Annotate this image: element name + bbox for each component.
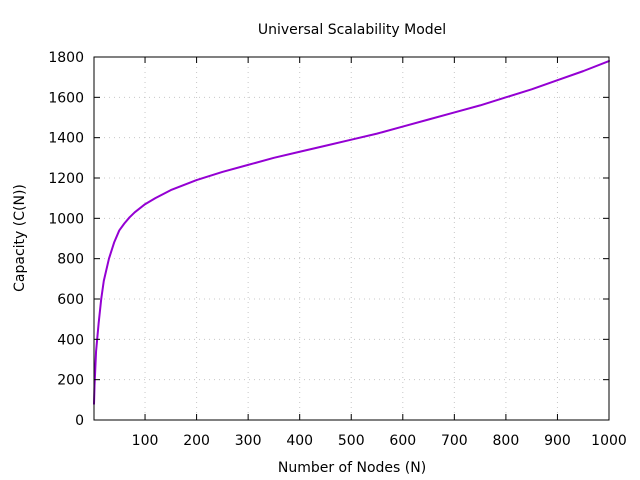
x-tick-label: 800 bbox=[493, 433, 520, 449]
chart-title: Universal Scalability Model bbox=[258, 22, 446, 38]
x-tick-label: 700 bbox=[441, 433, 468, 449]
x-axis: 100 200 300 400 500 600 700 800 900 1000 bbox=[132, 57, 627, 449]
x-axis-label: Number of Nodes (N) bbox=[278, 460, 426, 476]
y-tick-label: 800 bbox=[57, 252, 84, 268]
x-tick-label: 500 bbox=[338, 433, 365, 449]
y-tick-label: 1800 bbox=[48, 50, 84, 66]
series-line-0 bbox=[93, 60, 610, 405]
y-tick-label: 200 bbox=[57, 373, 84, 389]
y-tick-label: 1000 bbox=[48, 211, 84, 227]
x-tick-label: 200 bbox=[183, 433, 210, 449]
y-axis: 0 200 400 600 800 1000 1200 1400 1600 1800 bbox=[48, 50, 609, 429]
plot-frame bbox=[93, 56, 610, 421]
y-tick-label: 1200 bbox=[48, 171, 84, 187]
y-axis-label: Capacity (C(N)) bbox=[12, 184, 28, 292]
y-tick-label: 1400 bbox=[48, 131, 84, 147]
y-tick-label: 1600 bbox=[48, 90, 84, 106]
grid bbox=[94, 57, 609, 420]
x-tick-label: 600 bbox=[389, 433, 416, 449]
y-tick-label: 600 bbox=[57, 292, 84, 308]
y-tick-label: 0 bbox=[75, 413, 84, 429]
x-tick-label: 300 bbox=[235, 433, 262, 449]
x-tick-label: 100 bbox=[132, 433, 159, 449]
x-tick-label: 1000 bbox=[591, 433, 627, 449]
x-tick-label: 900 bbox=[544, 433, 571, 449]
x-tick-label: 400 bbox=[286, 433, 313, 449]
series-layer bbox=[93, 60, 610, 405]
y-tick-label: 400 bbox=[57, 332, 84, 348]
